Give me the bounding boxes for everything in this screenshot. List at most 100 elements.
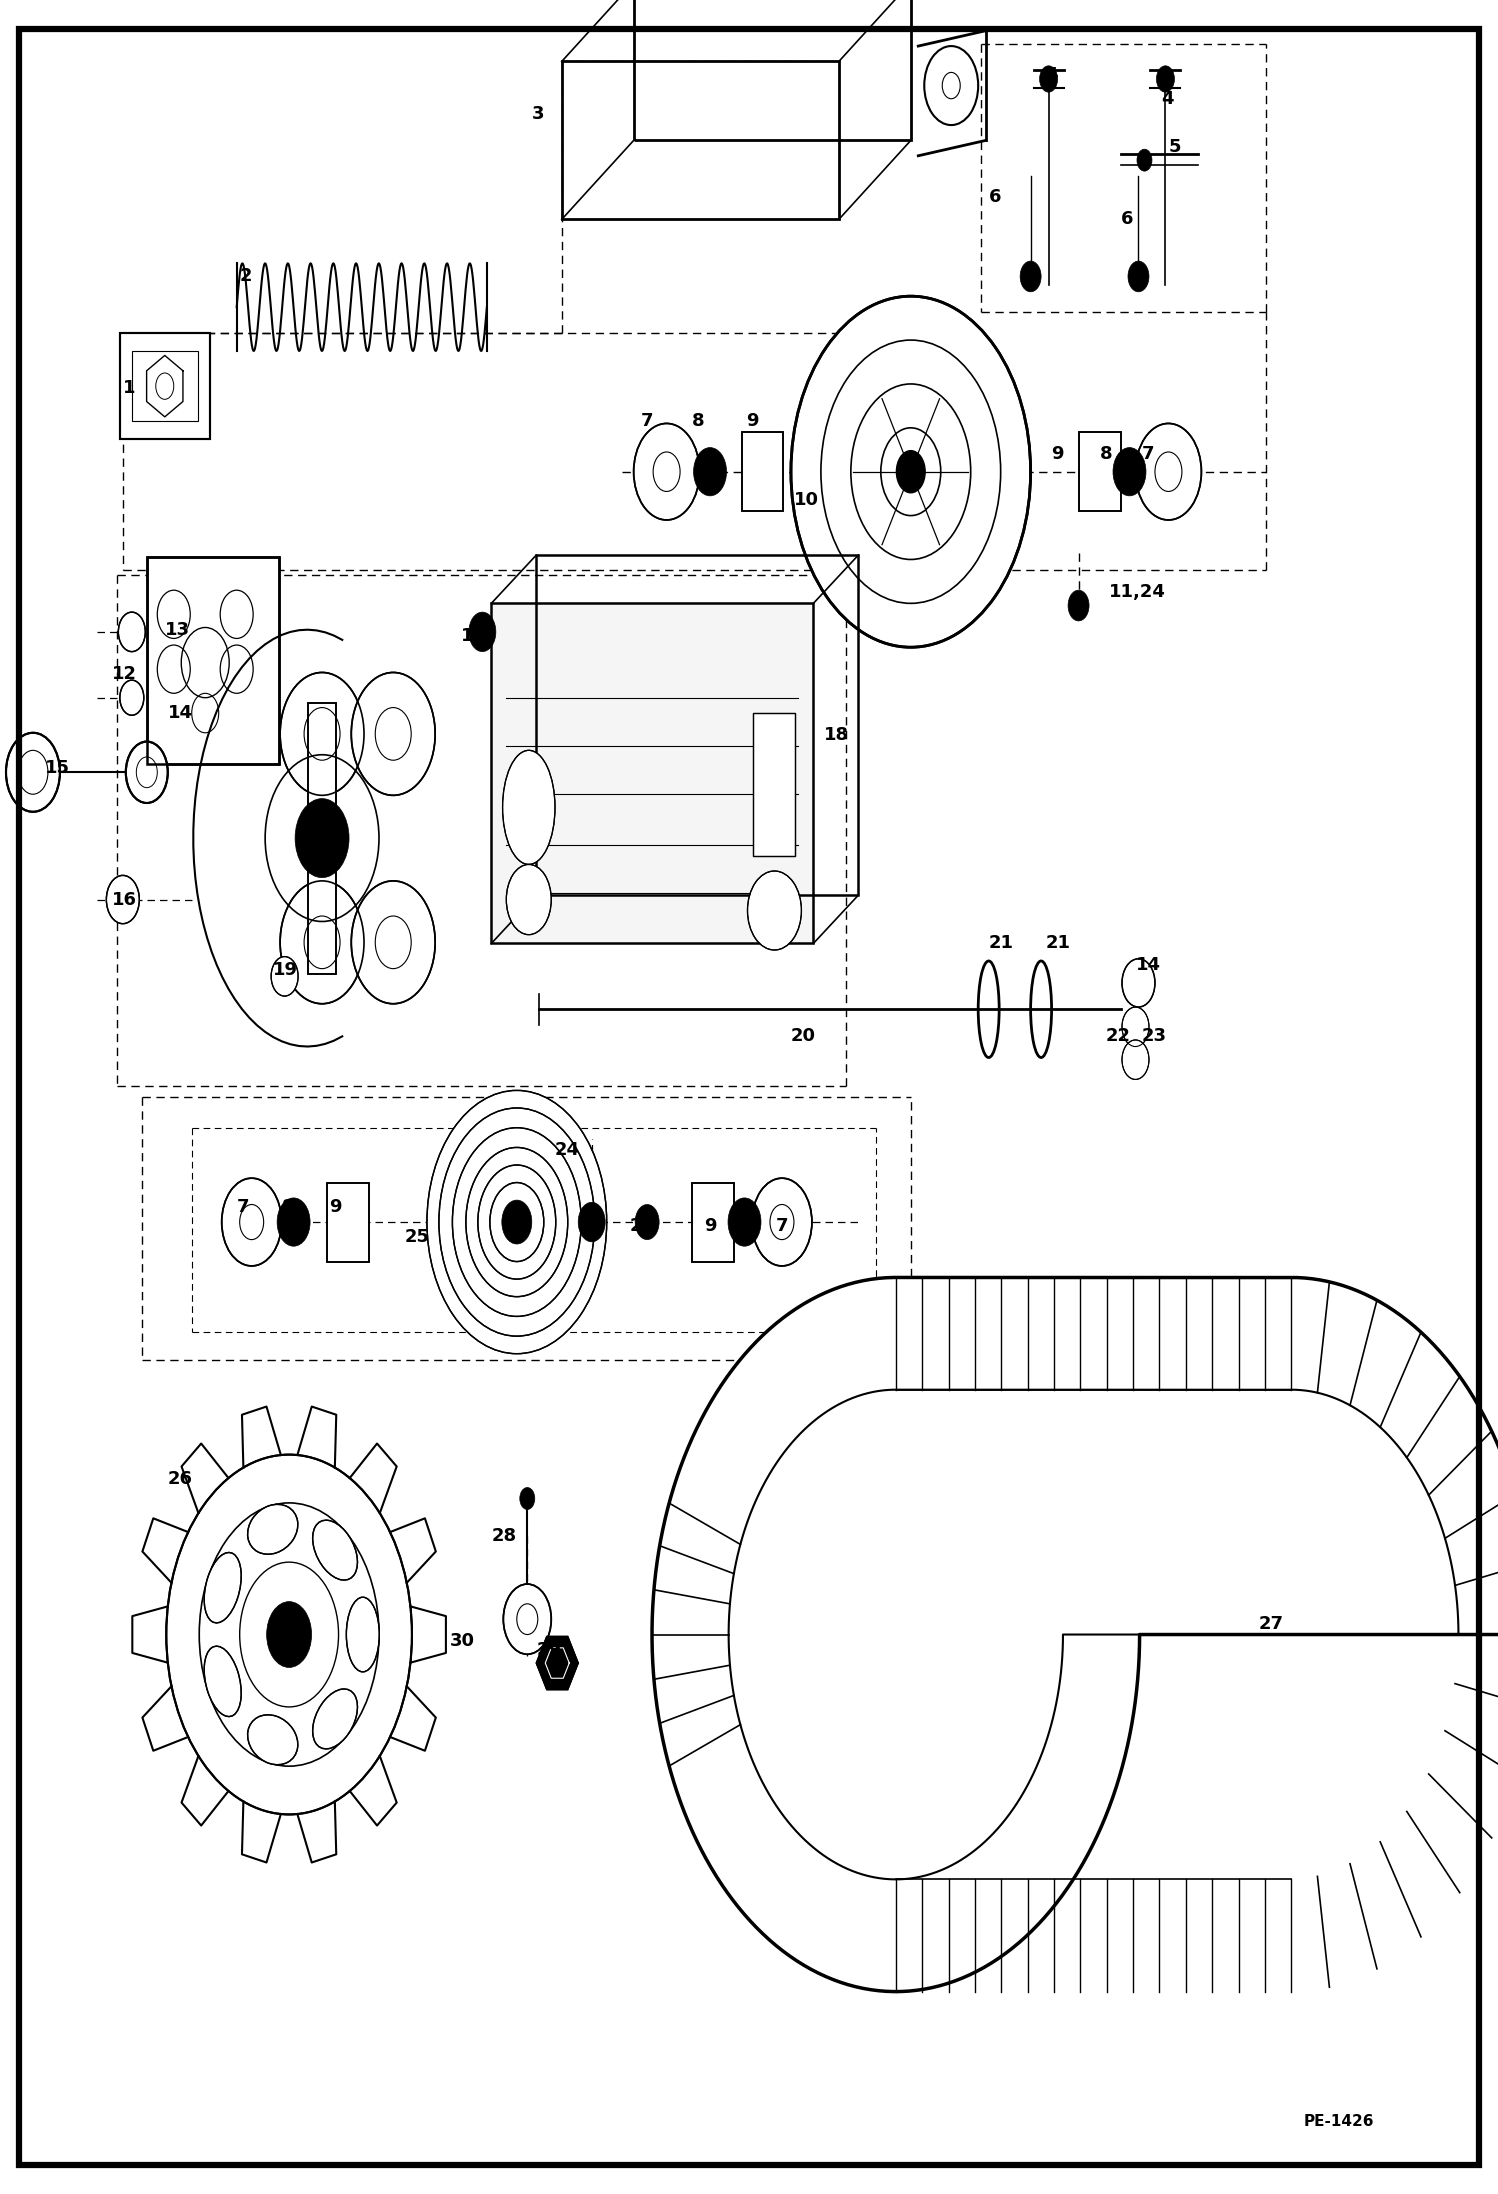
Circle shape: [277, 1198, 310, 1246]
Ellipse shape: [506, 864, 551, 935]
Bar: [120, 333, 210, 439]
Bar: [132, 351, 198, 421]
Bar: [1079, 432, 1121, 511]
Circle shape: [748, 871, 801, 950]
Ellipse shape: [247, 1505, 298, 1553]
Text: 9: 9: [1052, 445, 1064, 463]
Text: 30: 30: [449, 1632, 475, 1650]
Circle shape: [1128, 261, 1149, 292]
Text: 9: 9: [704, 1218, 716, 1235]
Text: 8: 8: [282, 1198, 294, 1215]
Text: 20: 20: [791, 1027, 816, 1044]
Text: 17: 17: [461, 627, 487, 645]
Circle shape: [295, 799, 349, 878]
Ellipse shape: [247, 1716, 298, 1764]
Text: 24: 24: [554, 1141, 580, 1158]
Text: 6: 6: [1121, 211, 1132, 228]
Text: 21: 21: [989, 935, 1014, 952]
Ellipse shape: [503, 750, 556, 864]
Circle shape: [520, 1488, 535, 1509]
Circle shape: [120, 680, 144, 715]
Text: 15: 15: [45, 759, 70, 777]
Circle shape: [126, 742, 168, 803]
Circle shape: [478, 1165, 556, 1279]
Ellipse shape: [313, 1689, 358, 1749]
Bar: [753, 713, 795, 856]
Bar: [1079, 432, 1121, 511]
Circle shape: [1135, 423, 1201, 520]
Text: 19: 19: [273, 961, 298, 979]
Ellipse shape: [346, 1597, 379, 1672]
Bar: [327, 1183, 369, 1262]
Circle shape: [728, 1198, 761, 1246]
Circle shape: [635, 1205, 659, 1240]
Text: PE-1426: PE-1426: [1303, 2115, 1374, 2128]
Bar: [327, 1183, 369, 1262]
Circle shape: [1122, 959, 1155, 1007]
Circle shape: [1068, 590, 1089, 621]
Circle shape: [502, 1200, 532, 1244]
Circle shape: [1137, 149, 1152, 171]
Circle shape: [469, 612, 496, 652]
Text: 7: 7: [641, 412, 653, 430]
Text: 14: 14: [1135, 957, 1161, 974]
Text: 18: 18: [824, 726, 849, 744]
Text: 23: 23: [1141, 1027, 1167, 1044]
Circle shape: [452, 1128, 581, 1316]
Ellipse shape: [204, 1646, 241, 1716]
Circle shape: [490, 1183, 544, 1262]
Text: 13: 13: [165, 621, 190, 638]
Text: 4: 4: [1046, 66, 1058, 83]
Circle shape: [280, 671, 364, 796]
Bar: [742, 432, 783, 511]
Circle shape: [896, 450, 926, 494]
Text: 21: 21: [1046, 935, 1071, 952]
Text: 28: 28: [491, 1527, 517, 1545]
Text: 8: 8: [1100, 445, 1112, 463]
Text: 1: 1: [123, 380, 135, 397]
Text: 5: 5: [1168, 138, 1180, 156]
Text: 11,24: 11,24: [1109, 584, 1165, 601]
Ellipse shape: [204, 1553, 241, 1624]
Text: 4: 4: [1161, 90, 1173, 108]
Text: 12: 12: [112, 665, 138, 682]
Text: 29: 29: [536, 1641, 562, 1659]
Polygon shape: [562, 61, 839, 219]
Text: 7: 7: [776, 1218, 788, 1235]
Text: 2: 2: [240, 268, 252, 285]
Circle shape: [1122, 1007, 1149, 1047]
Circle shape: [1040, 66, 1058, 92]
Circle shape: [118, 612, 145, 652]
Ellipse shape: [313, 1520, 358, 1580]
Bar: [753, 713, 795, 856]
Circle shape: [280, 882, 364, 1005]
Bar: [692, 1183, 734, 1262]
Bar: [309, 702, 336, 974]
Text: 26: 26: [168, 1470, 193, 1488]
Circle shape: [503, 1584, 551, 1654]
Circle shape: [1122, 1040, 1149, 1079]
Circle shape: [106, 875, 139, 924]
Text: 22: 22: [1106, 1027, 1131, 1044]
Polygon shape: [491, 603, 813, 943]
Circle shape: [6, 733, 60, 812]
Bar: [309, 702, 336, 974]
Text: 8: 8: [740, 1218, 752, 1235]
Text: 10: 10: [794, 491, 819, 509]
Circle shape: [271, 957, 298, 996]
Polygon shape: [536, 1637, 578, 1689]
Circle shape: [1113, 448, 1146, 496]
Circle shape: [752, 1178, 812, 1266]
Bar: [692, 1183, 734, 1262]
Circle shape: [578, 1202, 605, 1242]
Circle shape: [267, 1602, 312, 1667]
Text: 6: 6: [989, 189, 1001, 206]
Bar: [742, 432, 783, 511]
Bar: [147, 557, 279, 764]
Bar: [120, 333, 210, 439]
Circle shape: [166, 1455, 412, 1814]
Circle shape: [791, 296, 1031, 647]
Circle shape: [634, 423, 700, 520]
Circle shape: [1156, 66, 1174, 92]
Circle shape: [351, 882, 436, 1005]
